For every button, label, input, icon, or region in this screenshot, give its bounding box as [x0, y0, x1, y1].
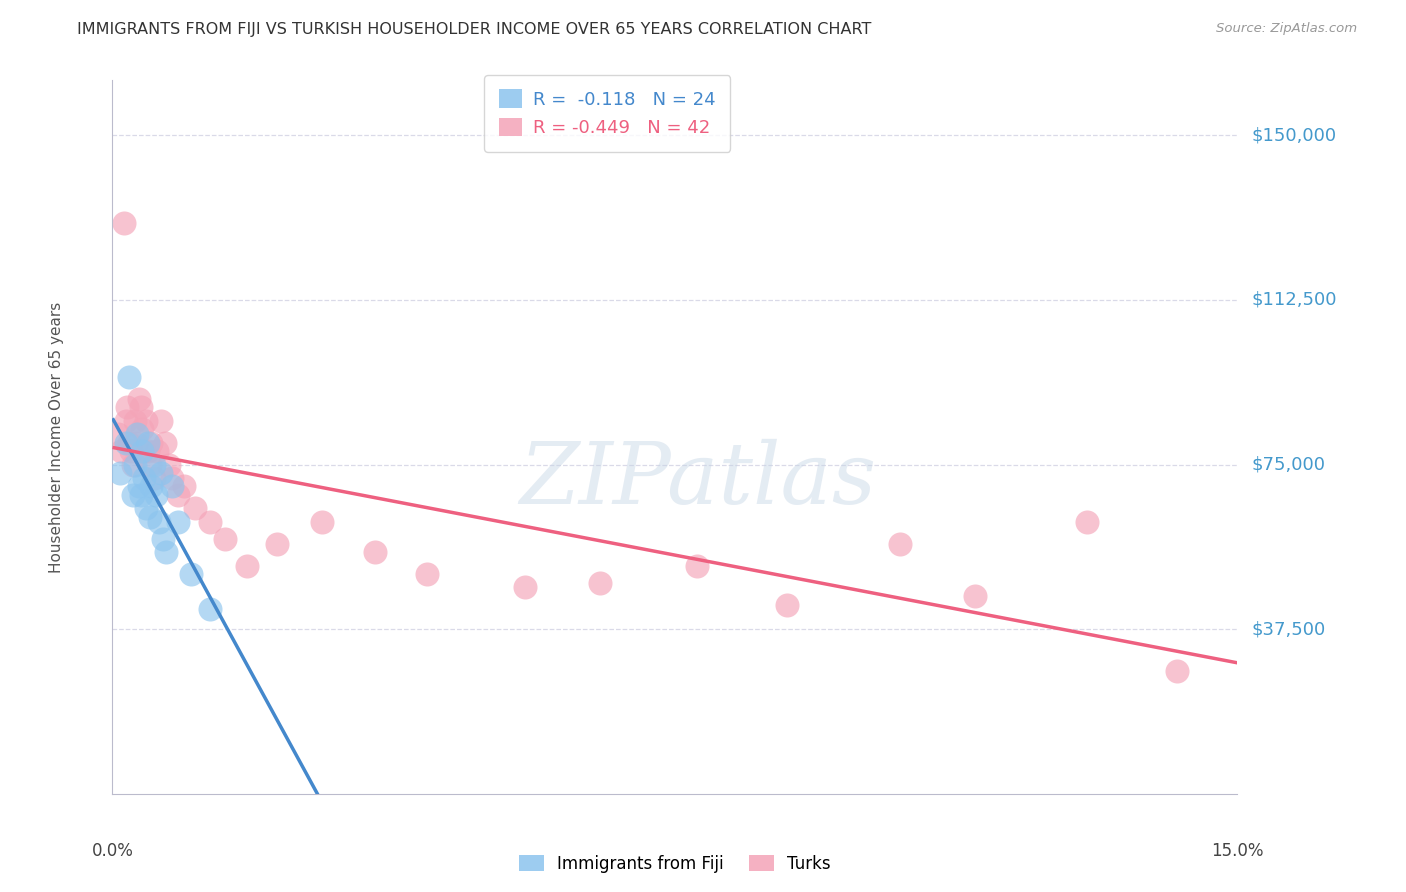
Text: ZIPatlas: ZIPatlas — [519, 439, 876, 521]
Point — [118, 435, 141, 450]
Point — [157, 458, 180, 472]
Point — [108, 467, 131, 481]
Point — [963, 589, 986, 603]
Point — [162, 471, 184, 485]
Point — [513, 581, 536, 595]
Point — [128, 479, 150, 493]
Point — [167, 515, 190, 529]
Point — [115, 414, 138, 428]
Text: $150,000: $150,000 — [1251, 126, 1337, 145]
Point — [112, 216, 135, 230]
Point — [131, 422, 153, 436]
Point — [138, 444, 160, 458]
Text: 15.0%: 15.0% — [1211, 842, 1264, 860]
Point — [132, 471, 155, 485]
Point — [124, 458, 146, 472]
Point — [155, 545, 177, 559]
Point — [135, 414, 157, 428]
Point — [127, 426, 149, 441]
Legend: Immigrants from Fiji, Turks: Immigrants from Fiji, Turks — [512, 848, 838, 880]
Point — [122, 488, 145, 502]
Point — [150, 467, 173, 481]
Point — [214, 532, 236, 546]
Point — [118, 369, 141, 384]
Point — [236, 558, 259, 573]
Point — [266, 536, 288, 550]
Text: Householder Income Over 65 years: Householder Income Over 65 years — [49, 301, 63, 573]
Point — [152, 532, 174, 546]
Point — [132, 444, 155, 458]
Point — [198, 602, 221, 616]
Text: $37,500: $37,500 — [1251, 620, 1326, 638]
Point — [120, 444, 142, 458]
Point — [115, 435, 138, 450]
Point — [139, 510, 162, 524]
Point — [184, 501, 207, 516]
Point — [198, 515, 221, 529]
Text: $75,000: $75,000 — [1251, 456, 1326, 474]
Text: 0.0%: 0.0% — [91, 842, 134, 860]
Point — [416, 567, 439, 582]
Point — [141, 435, 163, 450]
Point — [364, 545, 387, 559]
Point — [131, 444, 153, 458]
Point — [122, 458, 145, 472]
Legend: R =  -0.118   N = 24, R = -0.449   N = 42: R = -0.118 N = 24, R = -0.449 N = 42 — [485, 75, 730, 152]
Point — [180, 567, 202, 582]
Point — [173, 479, 195, 493]
Point — [128, 392, 150, 406]
Point — [153, 435, 176, 450]
Point — [1166, 664, 1188, 678]
Point — [139, 458, 162, 472]
Text: IMMIGRANTS FROM FIJI VS TURKISH HOUSEHOLDER INCOME OVER 65 YEARS CORRELATION CHA: IMMIGRANTS FROM FIJI VS TURKISH HOUSEHOL… — [77, 22, 872, 37]
Point — [150, 414, 173, 428]
Point — [135, 501, 157, 516]
Point — [129, 401, 152, 415]
Point — [776, 598, 799, 612]
Point — [145, 488, 167, 502]
Point — [589, 576, 612, 591]
Point — [889, 536, 911, 550]
Point — [117, 401, 139, 415]
Point — [107, 426, 129, 441]
Text: $112,500: $112,500 — [1251, 291, 1337, 309]
Point — [167, 488, 190, 502]
Point — [129, 488, 152, 502]
Point — [142, 471, 165, 485]
Point — [1076, 515, 1098, 529]
Point — [162, 479, 184, 493]
Point — [138, 435, 160, 450]
Point — [686, 558, 709, 573]
Text: Source: ZipAtlas.com: Source: ZipAtlas.com — [1216, 22, 1357, 36]
Point — [110, 444, 132, 458]
Point — [142, 458, 165, 472]
Point — [146, 444, 169, 458]
Point — [141, 479, 163, 493]
Point — [148, 515, 170, 529]
Point — [125, 435, 148, 450]
Point — [124, 414, 146, 428]
Point — [311, 515, 333, 529]
